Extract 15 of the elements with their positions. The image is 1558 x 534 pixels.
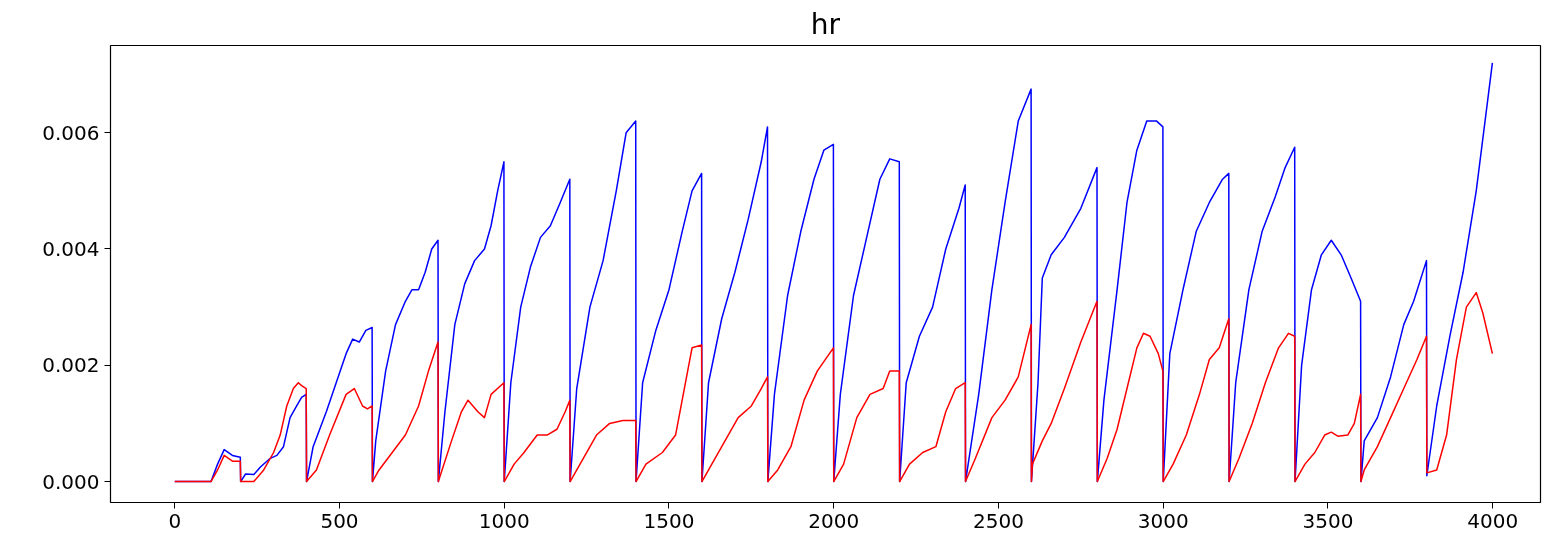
line-series: [174, 291, 1494, 483]
x-tick-label: 0: [168, 508, 182, 533]
x-tick-label: 4000: [1467, 508, 1519, 533]
y-tick-label: 0.000: [42, 469, 100, 494]
y-tick-label: 0.004: [42, 237, 100, 261]
y-tick-label: 0.002: [42, 353, 100, 378]
x-tick-label: 3000: [1137, 508, 1189, 533]
chart-title: hr: [810, 7, 841, 41]
y-tick-label: 0.006: [42, 120, 100, 145]
x-tick-label: 1500: [643, 508, 695, 533]
x-tick-label: 500: [320, 508, 359, 533]
x-tick-label: 2500: [973, 508, 1024, 533]
x-tick-label: 2000: [808, 508, 860, 533]
x-tick-label: 3500: [1302, 508, 1354, 533]
x-tick-label: 1000: [478, 508, 530, 533]
